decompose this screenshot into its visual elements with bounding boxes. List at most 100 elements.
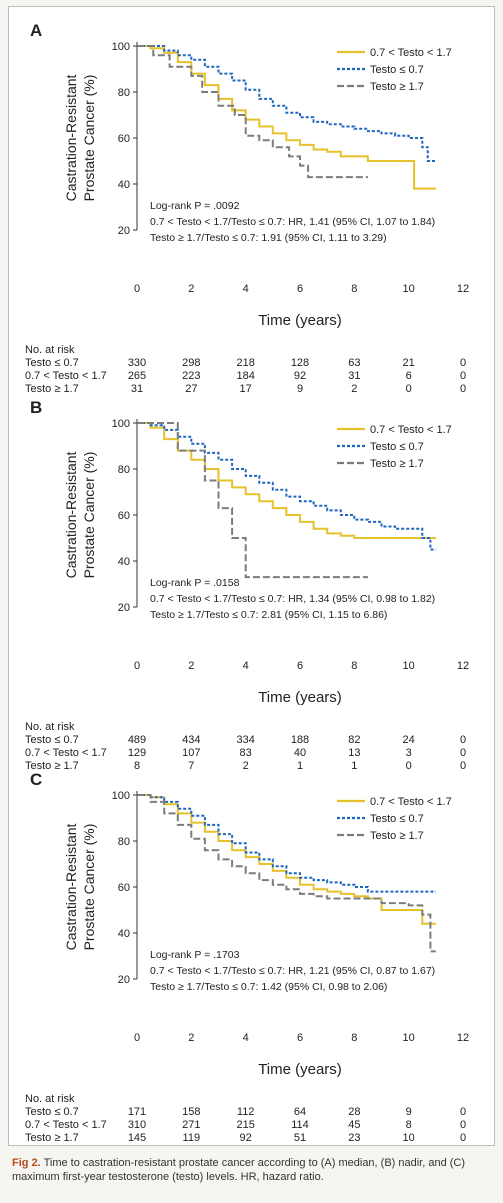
risk-cell: 0 <box>460 1132 466 1144</box>
risk-cell: 265 <box>128 370 146 382</box>
risk-cell: 45 <box>348 1119 360 1131</box>
risk-cell: 119 <box>183 1132 201 1144</box>
figure-caption: Fig 2. Time to castration-resistant pros… <box>12 1156 492 1184</box>
x-tick-label: 12 <box>457 283 469 295</box>
series-line-low <box>137 45 436 162</box>
risk-cell: 92 <box>294 370 306 382</box>
legend-label-high: Testo ≥ 1.7 <box>370 81 424 93</box>
series-line-high <box>137 45 368 179</box>
risk-cell: 13 <box>348 747 360 759</box>
series-line-low <box>137 794 436 893</box>
risk-cell: 489 <box>128 734 146 746</box>
risk-cell: 82 <box>348 734 360 746</box>
legend-label-low: Testo ≤ 0.7 <box>370 813 424 825</box>
risk-row-label: 0.7 < Testo < 1.7 <box>25 1119 107 1131</box>
stat-annotation-line: 0.7 < Testo < 1.7/Testo ≤ 0.7: HR, 1.21 … <box>150 965 435 977</box>
risk-cell: 63 <box>348 357 360 369</box>
stat-annotation-line: Log-rank P = .0158 <box>150 577 240 589</box>
risk-cell: 107 <box>182 747 200 759</box>
legend-label-mid: 0.7 < Testo < 1.7 <box>370 424 452 436</box>
x-tick-label: 0 <box>134 283 140 295</box>
y-tick-label: 20 <box>118 225 130 237</box>
y-tick-label: 40 <box>118 556 130 568</box>
risk-cell: 0 <box>460 357 466 369</box>
panel-label: C <box>30 770 42 789</box>
y-axis-label-line1: Castration-Resistant <box>63 823 79 950</box>
y-tick-label: 20 <box>118 602 130 614</box>
risk-row-label: 0.7 < Testo < 1.7 <box>25 747 107 759</box>
y-tick-label: 40 <box>118 928 130 940</box>
risk-cell: 28 <box>348 1106 360 1118</box>
x-tick-label: 8 <box>351 1032 357 1044</box>
risk-cell: 9 <box>297 383 303 395</box>
x-tick-label: 6 <box>297 1032 303 1044</box>
risk-cell: 31 <box>348 370 360 382</box>
risk-cell: 0 <box>460 1106 466 1118</box>
risk-cell: 0 <box>460 370 466 382</box>
risk-cell: 9 <box>406 1106 412 1118</box>
risk-cell: 298 <box>182 357 200 369</box>
risk-cell: 434 <box>182 734 200 746</box>
x-tick-label: 0 <box>134 1032 140 1044</box>
risk-cell: 330 <box>128 357 146 369</box>
y-tick-label: 100 <box>112 418 130 430</box>
y-tick-label: 80 <box>118 464 130 476</box>
y-axis-label-line2: Prostate Cancer (%) <box>81 452 97 579</box>
stat-annotation-line: Testo ≥ 1.7/Testo ≤ 0.7: 1.42 (95% CI, 0… <box>150 981 387 993</box>
x-tick-label: 6 <box>297 283 303 295</box>
x-tick-label: 10 <box>403 283 415 295</box>
risk-cell: 171 <box>128 1106 146 1118</box>
risk-cell: 7 <box>188 760 194 772</box>
series-line-mid <box>137 45 436 190</box>
risk-row-label: 0.7 < Testo < 1.7 <box>25 370 107 382</box>
legend-label-low: Testo ≤ 0.7 <box>370 441 424 453</box>
risk-table-header: No. at risk <box>25 1093 75 1105</box>
risk-cell: 0 <box>460 760 466 772</box>
series-line-low <box>137 422 436 551</box>
risk-cell: 2 <box>351 383 357 395</box>
risk-cell: 0 <box>406 760 412 772</box>
y-axis-label-line1: Castration-Resistant <box>63 74 79 201</box>
x-tick-label: 8 <box>351 660 357 672</box>
x-tick-label: 8 <box>351 283 357 295</box>
x-tick-label: 12 <box>457 660 469 672</box>
stat-annotation-line: Testo ≥ 1.7/Testo ≤ 0.7: 2.81 (95% CI, 1… <box>150 609 387 621</box>
risk-table-header: No. at risk <box>25 721 75 733</box>
risk-table-header: No. at risk <box>25 344 75 356</box>
caption-text: Time to castration-resistant prostate ca… <box>12 1157 466 1183</box>
figure-frame <box>8 6 495 1146</box>
y-tick-label: 60 <box>118 510 130 522</box>
risk-cell: 0 <box>460 747 466 759</box>
risk-cell: 0 <box>406 383 412 395</box>
risk-row-label: Testo ≥ 1.7 <box>25 383 79 395</box>
x-axis-label: Time (years) <box>258 312 342 329</box>
y-axis-label-line2: Prostate Cancer (%) <box>81 75 97 202</box>
risk-cell: 27 <box>185 383 197 395</box>
stat-annotation-line: 0.7 < Testo < 1.7/Testo ≤ 0.7: HR, 1.34 … <box>150 593 435 605</box>
risk-cell: 2 <box>243 760 249 772</box>
stat-annotation-line: Testo ≥ 1.7/Testo ≤ 0.7: 1.91 (95% CI, 1… <box>150 232 387 244</box>
y-tick-label: 20 <box>118 974 130 986</box>
x-axis-label: Time (years) <box>258 1061 342 1078</box>
y-tick-label: 80 <box>118 87 130 99</box>
y-tick-label: 80 <box>118 836 130 848</box>
stat-annotation-line: 0.7 < Testo < 1.7/Testo ≤ 0.7: HR, 1.41 … <box>150 216 435 228</box>
y-axis-label-line1: Castration-Resistant <box>63 451 79 578</box>
risk-cell: 31 <box>131 383 143 395</box>
risk-cell: 158 <box>182 1106 200 1118</box>
risk-cell: 310 <box>128 1119 146 1131</box>
series-line-high <box>137 422 368 579</box>
legend-label-high: Testo ≥ 1.7 <box>370 458 424 470</box>
y-axis-label-line2: Prostate Cancer (%) <box>81 824 97 951</box>
risk-cell: 10 <box>403 1132 415 1144</box>
risk-cell: 0 <box>460 383 466 395</box>
risk-cell: 114 <box>291 1119 309 1131</box>
risk-cell: 129 <box>128 747 146 759</box>
risk-row-label: Testo ≥ 1.7 <box>25 760 79 772</box>
y-tick-label: 60 <box>118 133 130 145</box>
risk-cell: 145 <box>128 1132 146 1144</box>
x-tick-label: 2 <box>188 1032 194 1044</box>
risk-cell: 112 <box>237 1106 255 1118</box>
risk-cell: 271 <box>182 1119 200 1131</box>
